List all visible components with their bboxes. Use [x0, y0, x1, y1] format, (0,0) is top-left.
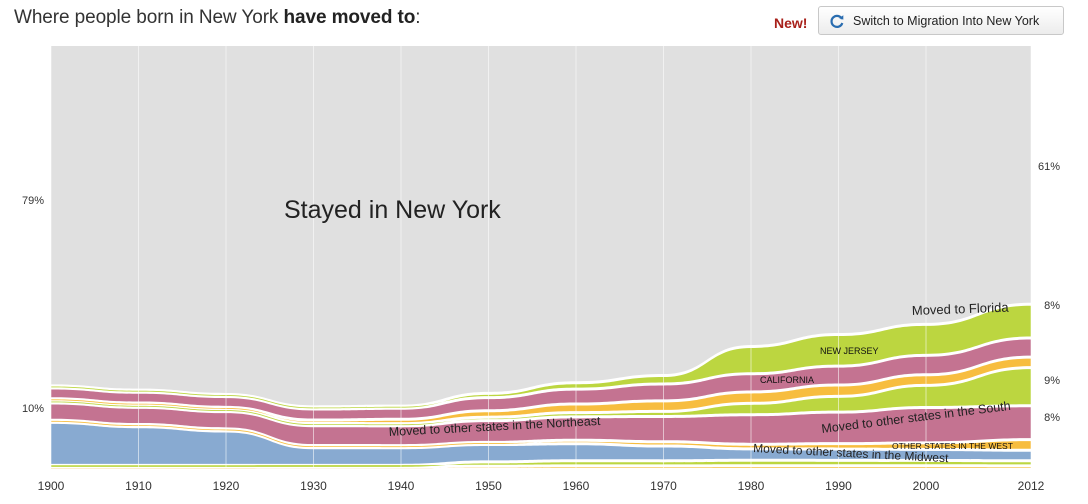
label-west: OTHER STATES IN THE WEST: [892, 441, 1013, 451]
stream-layer-7: [51, 423, 1031, 464]
stream-layer-5: [51, 404, 1031, 445]
stream-layer-2: [51, 339, 1031, 419]
label-florida: Moved to Florida: [912, 300, 1010, 318]
stream-layer-3: [51, 358, 1031, 423]
annotation-end-south: 9%: [1044, 375, 1060, 387]
label-california: CALIFORNIA: [760, 375, 814, 385]
switch-migration-button[interactable]: Switch to Migration Into New York: [818, 6, 1064, 35]
stream-layer-4: [51, 369, 1031, 426]
refresh-icon: [829, 13, 845, 29]
title-prefix: Where people born in New York: [14, 7, 284, 28]
annotation-end-northeast: 8%: [1044, 412, 1060, 424]
gridlines: [50, 46, 1032, 468]
x-tick-2012: 2012: [1018, 479, 1045, 493]
x-tick-1950: 1950: [475, 479, 502, 493]
annotation-end-florida: 8%: [1044, 300, 1060, 312]
x-tick-1980: 1980: [738, 479, 765, 493]
x-tick-1930: 1930: [300, 479, 327, 493]
stream-layer-6: [51, 420, 1031, 449]
stream-layer-1: [51, 305, 1031, 409]
label-new-jersey: NEW JERSEY: [820, 346, 879, 356]
label-stayed: Stayed in New York: [284, 196, 501, 224]
title-emphasis: have moved to: [283, 7, 416, 28]
x-tick-1910: 1910: [125, 479, 152, 493]
title-suffix: :: [415, 7, 421, 28]
page-title: Where people born in New York have moved…: [14, 7, 421, 29]
new-badge: New!: [774, 15, 808, 31]
x-tick-1900: 1900: [38, 479, 65, 493]
x-axis-ticks: 1900 1910 1920 1930 1940 1950 1960 1970 1980 1990…: [38, 479, 1045, 493]
stream-layer-8: [51, 461, 1031, 467]
switch-button-label: Switch to Migration Into New York: [853, 13, 1040, 28]
annotation-end-stayed: 61%: [1038, 161, 1060, 173]
x-tick-1970: 1970: [650, 479, 677, 493]
x-tick-1940: 1940: [388, 479, 415, 493]
x-tick-1960: 1960: [563, 479, 590, 493]
x-tick-2000: 2000: [913, 479, 940, 493]
annotation-start-midwest: 10%: [22, 403, 44, 415]
stream-layer-9: [51, 467, 1031, 469]
x-tick-1990: 1990: [825, 479, 852, 493]
x-tick-1920: 1920: [213, 479, 240, 493]
stream-layers: [51, 46, 1031, 469]
stream-layer-0: [51, 46, 1031, 406]
chart-header: Where people born in New York have moved…: [0, 0, 1088, 44]
annotation-start-stayed: 79%: [22, 195, 44, 207]
